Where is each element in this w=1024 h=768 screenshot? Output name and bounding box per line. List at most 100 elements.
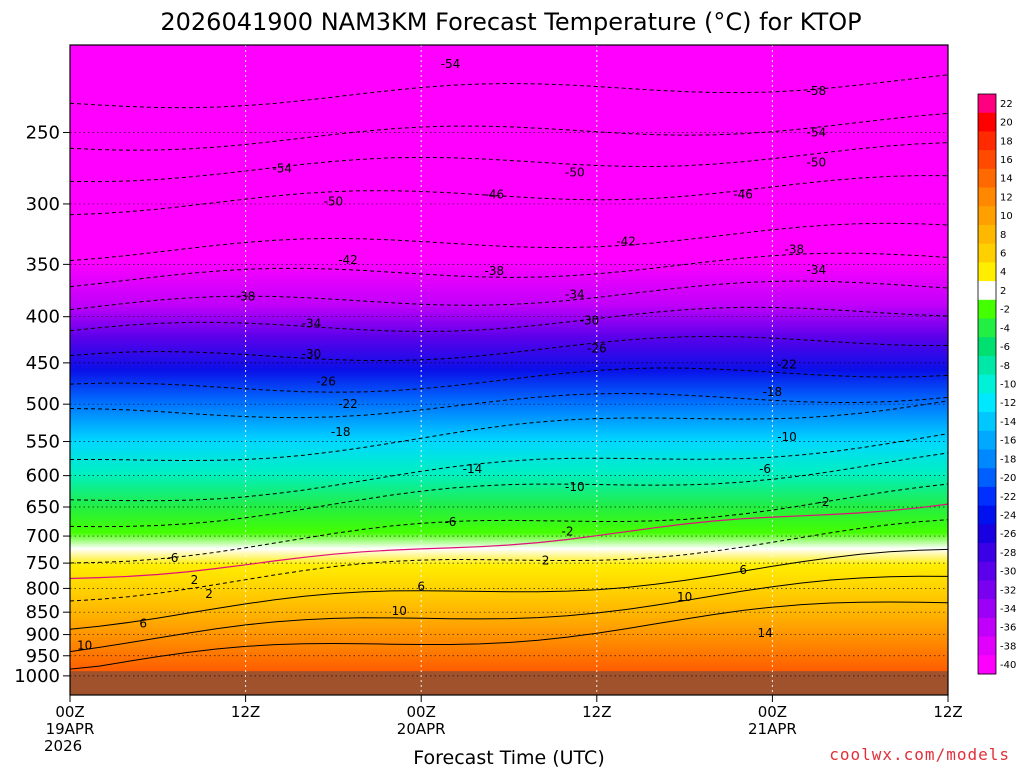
isotherm-label: -18 bbox=[763, 385, 783, 399]
y-tick-label: 250 bbox=[26, 122, 60, 143]
colorbar-label: 4 bbox=[1000, 267, 1006, 278]
colorbar-label: 14 bbox=[1000, 174, 1013, 185]
isotherm-line bbox=[69, 433, 949, 502]
isotherm-label: -6 bbox=[759, 462, 771, 476]
colorbar-swatch bbox=[978, 655, 996, 675]
colorbar-label: 10 bbox=[1000, 211, 1013, 222]
colorbar-label: 2 bbox=[1000, 286, 1006, 297]
colorbar-swatch bbox=[978, 524, 996, 544]
colorbar-label: 18 bbox=[1000, 136, 1013, 147]
colorbar-swatch bbox=[978, 412, 996, 432]
isotherm-label: -30 bbox=[302, 347, 322, 361]
x-tick-label: 20APR bbox=[397, 720, 446, 738]
plot-area: -58-54-54-54 -50-50-50 -46 -46-42-42-38-38-… bbox=[69, 44, 949, 696]
isotherm-label: -34 bbox=[302, 317, 322, 331]
colorbar-swatch bbox=[978, 187, 996, 207]
colorbar-swatch bbox=[978, 150, 996, 170]
isotherm-line bbox=[69, 601, 949, 670]
colorbar-label: 12 bbox=[1000, 192, 1013, 203]
y-tick-label: 750 bbox=[26, 553, 60, 574]
x-tick-label: 21APR bbox=[748, 720, 797, 738]
y-tick-label: 300 bbox=[26, 194, 60, 215]
colorbar-swatch bbox=[978, 393, 996, 413]
colorbar-swatch bbox=[978, 599, 996, 619]
isotherm-label: -2 bbox=[562, 525, 574, 539]
chart-title: 2026041900 NAM3KM Forecast Temperature (… bbox=[160, 8, 861, 36]
isotherm-label: -22 bbox=[338, 397, 358, 411]
colorbar-label: -36 bbox=[1000, 623, 1016, 634]
isotherm-label: -54 bbox=[806, 125, 826, 139]
colorbar-swatch bbox=[978, 374, 996, 394]
colorbar-label: 6 bbox=[1000, 249, 1006, 260]
colorbar-label: -34 bbox=[1000, 604, 1016, 615]
ground-below-surface bbox=[70, 671, 948, 695]
isotherm-label: 10 bbox=[77, 638, 92, 652]
colorbar-swatch bbox=[978, 206, 996, 226]
isotherm-labels: -58-54-54-54 -50-50-50 -46 -46-42-42-38-38-… bbox=[77, 57, 830, 652]
isotherm-label: -42 bbox=[616, 234, 636, 248]
colorbar-label: 22 bbox=[1000, 99, 1013, 110]
isotherm-line bbox=[69, 452, 949, 528]
isotherm-label: -10 bbox=[777, 430, 797, 444]
y-tick-label: 450 bbox=[26, 353, 60, 374]
isotherm-label: 14 bbox=[757, 626, 772, 640]
colorbar-swatch bbox=[978, 243, 996, 263]
isotherm-label: -50 bbox=[806, 156, 826, 170]
colorbar-label: -12 bbox=[1000, 398, 1016, 409]
colorbar-swatch bbox=[978, 355, 996, 376]
y-tick-label: 1000 bbox=[14, 666, 60, 687]
x-tick-label: 2026 bbox=[44, 737, 82, 755]
y-tick-label: 800 bbox=[26, 578, 60, 599]
isotherm-label: -18 bbox=[331, 425, 351, 439]
y-tick-label: 400 bbox=[26, 307, 60, 328]
colorbar-swatch bbox=[978, 281, 996, 301]
isotherm-contours bbox=[69, 74, 949, 670]
colorbar-swatch bbox=[978, 112, 996, 132]
isotherm-label: -34 bbox=[565, 288, 585, 302]
y-tick-label: 900 bbox=[26, 625, 60, 646]
colorbar-label: -28 bbox=[1000, 548, 1016, 559]
colorbar-swatch bbox=[978, 430, 996, 450]
colorbar-label: -24 bbox=[1000, 510, 1016, 521]
y-tick-label: 950 bbox=[26, 646, 60, 667]
colorbar-label: -4 bbox=[1000, 323, 1010, 334]
x-tick-label: 12Z bbox=[933, 703, 962, 721]
isotherm-label: -38 bbox=[236, 290, 256, 304]
isotherm-line bbox=[69, 575, 949, 653]
isotherm-label: -26 bbox=[587, 342, 607, 356]
colorbar-label: -22 bbox=[1000, 492, 1016, 503]
isotherm-label: -22 bbox=[777, 358, 797, 372]
colorbar-swatch bbox=[978, 505, 996, 525]
colorbar-label: -32 bbox=[1000, 585, 1016, 596]
colorbar-swatch bbox=[978, 636, 996, 656]
isotherm-line bbox=[69, 548, 949, 630]
colorbar-label: -10 bbox=[1000, 380, 1016, 391]
colorbar-swatch bbox=[978, 561, 996, 581]
isotherm-label: -42 bbox=[338, 253, 358, 267]
colorbar-swatch bbox=[978, 224, 996, 245]
isotherm-label: 10 bbox=[677, 590, 692, 604]
isotherm-line bbox=[70, 400, 949, 462]
colorbar-swatch bbox=[978, 318, 996, 338]
colorbar-swatch bbox=[978, 94, 996, 114]
y-tick-label: 550 bbox=[26, 432, 60, 453]
colorbar-label: -40 bbox=[1000, 660, 1016, 671]
y-tick-label: 500 bbox=[26, 394, 60, 415]
isotherm-label: -6 bbox=[444, 515, 456, 529]
isotherm-label: 6 bbox=[739, 563, 747, 577]
colorbar-label: 8 bbox=[1000, 230, 1006, 241]
colorbar-swatch bbox=[978, 168, 996, 189]
colorbar-swatch bbox=[978, 468, 996, 488]
colorbar-frame bbox=[977, 93, 997, 675]
isotherm-label: -38 bbox=[785, 243, 805, 257]
isotherm-label: -50 bbox=[324, 194, 344, 208]
isotherm-label: -34 bbox=[806, 263, 826, 277]
x-axis-title: Forecast Time (UTC) bbox=[413, 747, 604, 768]
colorbar-swatch bbox=[978, 299, 996, 320]
isotherm-label: -2 bbox=[818, 495, 830, 509]
colorbar-label: -6 bbox=[1000, 342, 1010, 353]
isotherm-label: 2 bbox=[542, 553, 550, 567]
colorbar-swatch bbox=[978, 580, 996, 600]
colorbar-label: 20 bbox=[1000, 118, 1013, 129]
